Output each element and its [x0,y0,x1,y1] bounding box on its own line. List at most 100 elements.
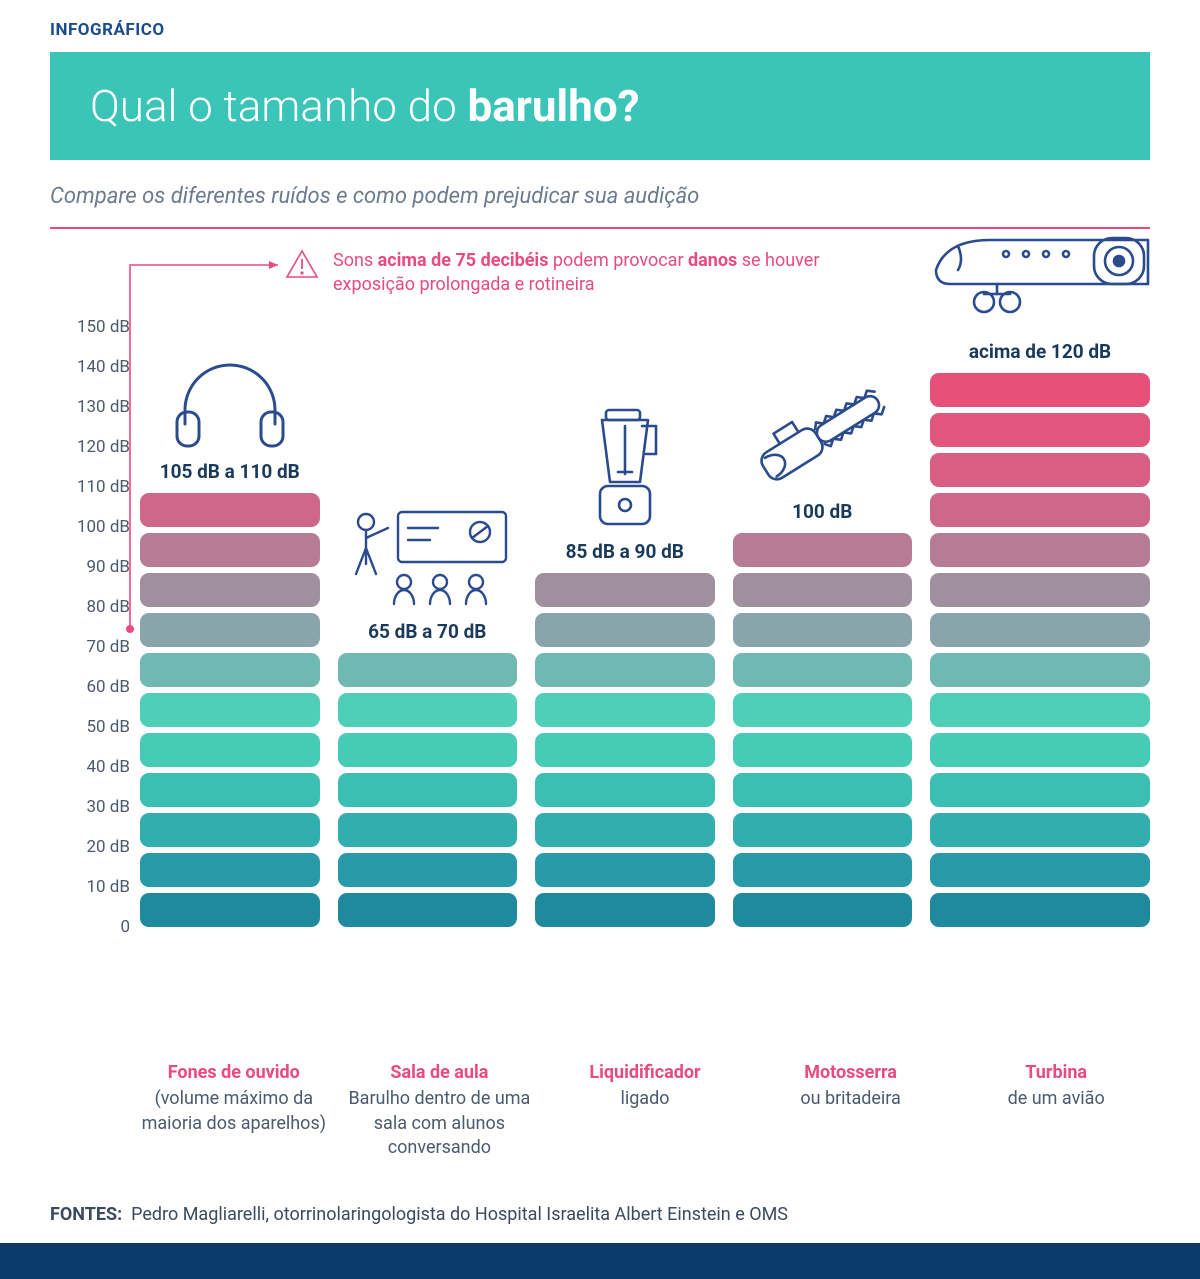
bar-segment [733,573,913,607]
bar-stack [140,493,320,927]
bar-segment [140,693,320,727]
headphones-icon [165,354,295,454]
y-tick: 30 dB [50,797,130,817]
item-label: Sala de aulaBarulho dentro de uma sala c… [346,1061,534,1160]
item-desc: de um avião [1008,1088,1105,1109]
bar-segment [140,613,320,647]
y-tick: 120 dB [50,437,130,457]
bar-segment [733,893,913,927]
bar-segment [733,533,913,567]
chart-column: acima de 120 dB [930,327,1150,1047]
bar-segment [338,693,518,727]
bar-segment [535,693,715,727]
bar-segment [535,773,715,807]
item-desc: ou britadeira [800,1088,901,1109]
item-label: Motosserra ou britadeira [757,1061,945,1160]
bar-segment [140,493,320,527]
bar-segment [930,653,1150,687]
item-title: Motosserra [757,1061,945,1085]
bar-segment [930,773,1150,807]
bar-segment [140,853,320,887]
bar-segment [535,853,715,887]
bar-stack [338,653,518,927]
bar-segment [930,853,1150,887]
bar-segment [338,893,518,927]
title-bold: barulho? [467,80,639,132]
blender-icon [580,404,670,534]
item-desc: (volume máximo da maioria dos aparelhos) [142,1088,326,1133]
page-title: Qual o tamanho do barulho? [90,80,1110,132]
item-range: 100 dB [792,500,852,523]
bar-segment [930,693,1150,727]
bar-segment [338,813,518,847]
bar-stack [930,373,1150,927]
item-desc: ligado [620,1088,669,1109]
kicker-label: INFOGRÁFICO [50,20,1150,40]
bar-segment [733,773,913,807]
y-tick: 90 dB [50,557,130,577]
warning-icon [285,249,319,279]
item-range: 105 dB a 110 dB [160,460,300,483]
y-tick: 10 dB [50,877,130,897]
item-label: Fones de ouvido (volume máximo da maioria… [140,1061,328,1160]
bar-segment [140,573,320,607]
sources-text: Pedro Magliarelli, otorrinolaringologist… [131,1204,788,1225]
item-icon-slot [342,504,512,614]
chainsaw-icon [747,374,897,494]
bar-segment [733,613,913,647]
bar-segment [733,693,913,727]
y-tick: 130 dB [50,397,130,417]
item-icon-slot [160,354,300,454]
chart-column: 65 dB a 70 dB [338,327,518,1047]
bar-segment [338,733,518,767]
sources-label: FONTES: [50,1204,122,1225]
bar-segment [535,733,715,767]
bar-segment [733,853,913,887]
y-tick: 110 dB [50,477,130,497]
bar-segment [733,733,913,767]
bar-segment [930,413,1150,447]
noise-chart: Sons acima de 75 decibéis podem provocar… [50,237,1150,1047]
chart-column: 105 dB a 110 dB [140,327,320,1047]
bar-segment [140,773,320,807]
bar-segment [338,653,518,687]
bar-segment [535,893,715,927]
bar-segment [930,373,1150,407]
airplane-icon [930,224,1150,334]
bar-segment [930,613,1150,647]
bar-segment [535,813,715,847]
bar-segment [930,573,1150,607]
y-tick: 0 [50,917,130,937]
chart-column: 85 dB a 90 dB [535,327,715,1047]
sources-line: FONTES: Pedro Magliarelli, otorrinolarin… [50,1204,1150,1225]
y-tick: 80 dB [50,597,130,617]
bar-segment [930,893,1150,927]
bar-segment [140,733,320,767]
y-tick: 60 dB [50,677,130,697]
subtitle: Compare os diferentes ruídos e como pode… [50,184,1150,209]
bar-stack [535,573,715,927]
item-title: Sala de aula [346,1061,534,1085]
bar-segment [140,533,320,567]
bar-segment [338,773,518,807]
y-tick: 50 dB [50,717,130,737]
bar-segment [733,653,913,687]
item-range: acima de 120 dB [969,340,1111,363]
item-title: Turbina [962,1061,1150,1085]
classroom-icon [342,504,512,614]
warning-text: Sons acima de 75 decibéis podem provocar… [333,249,853,298]
warning-callout: Sons acima de 75 decibéis podem provocar… [285,249,853,298]
item-icon-slot [747,374,897,494]
item-title: Liquidificador [551,1061,739,1085]
bar-segment [535,613,715,647]
bar-segment [733,813,913,847]
bar-segment [930,493,1150,527]
bar-segment [140,653,320,687]
bar-segment [140,813,320,847]
chart-column: 100 dB [733,327,913,1047]
item-title: Fones de ouvido [140,1061,328,1085]
y-tick: 150 dB [50,317,130,337]
chart-columns: 105 dB a 110 dB 65 dB a 70 dB 85 dB a 90 d… [140,327,1150,1047]
item-label: Liquidificador ligado [551,1061,739,1160]
item-range: 65 dB a 70 dB [368,620,486,643]
